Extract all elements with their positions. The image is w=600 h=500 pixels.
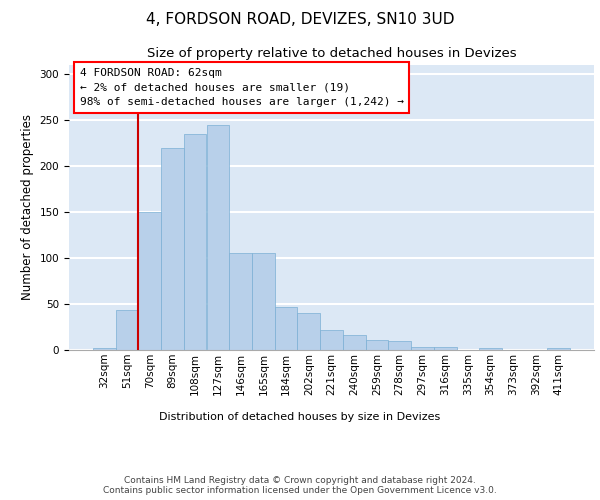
Text: 4 FORDSON ROAD: 62sqm
← 2% of detached houses are smaller (19)
98% of semi-detac: 4 FORDSON ROAD: 62sqm ← 2% of detached h… [79,68,404,108]
Bar [343,336,365,350]
Bar [139,212,161,350]
Bar [320,330,343,350]
Bar [184,134,206,350]
Y-axis label: Number of detached properties: Number of detached properties [21,114,34,300]
Text: 4, FORDSON ROAD, DEVIZES, SN10 3UD: 4, FORDSON ROAD, DEVIZES, SN10 3UD [146,12,454,28]
Bar [434,347,457,350]
Title: Size of property relative to detached houses in Devizes: Size of property relative to detached ho… [146,46,517,60]
Bar [252,254,275,350]
Bar [547,348,570,350]
Text: Contains HM Land Registry data © Crown copyright and database right 2024.
Contai: Contains HM Land Registry data © Crown c… [103,476,497,495]
Bar [479,348,502,350]
Bar [365,340,388,350]
Bar [275,307,298,350]
Bar [298,313,320,350]
Bar [93,348,116,350]
Bar [161,148,184,350]
Text: Distribution of detached houses by size in Devizes: Distribution of detached houses by size … [160,412,440,422]
Bar [388,341,411,350]
Bar [206,125,229,350]
Bar [116,310,139,350]
Bar [229,254,252,350]
Bar [411,347,434,350]
